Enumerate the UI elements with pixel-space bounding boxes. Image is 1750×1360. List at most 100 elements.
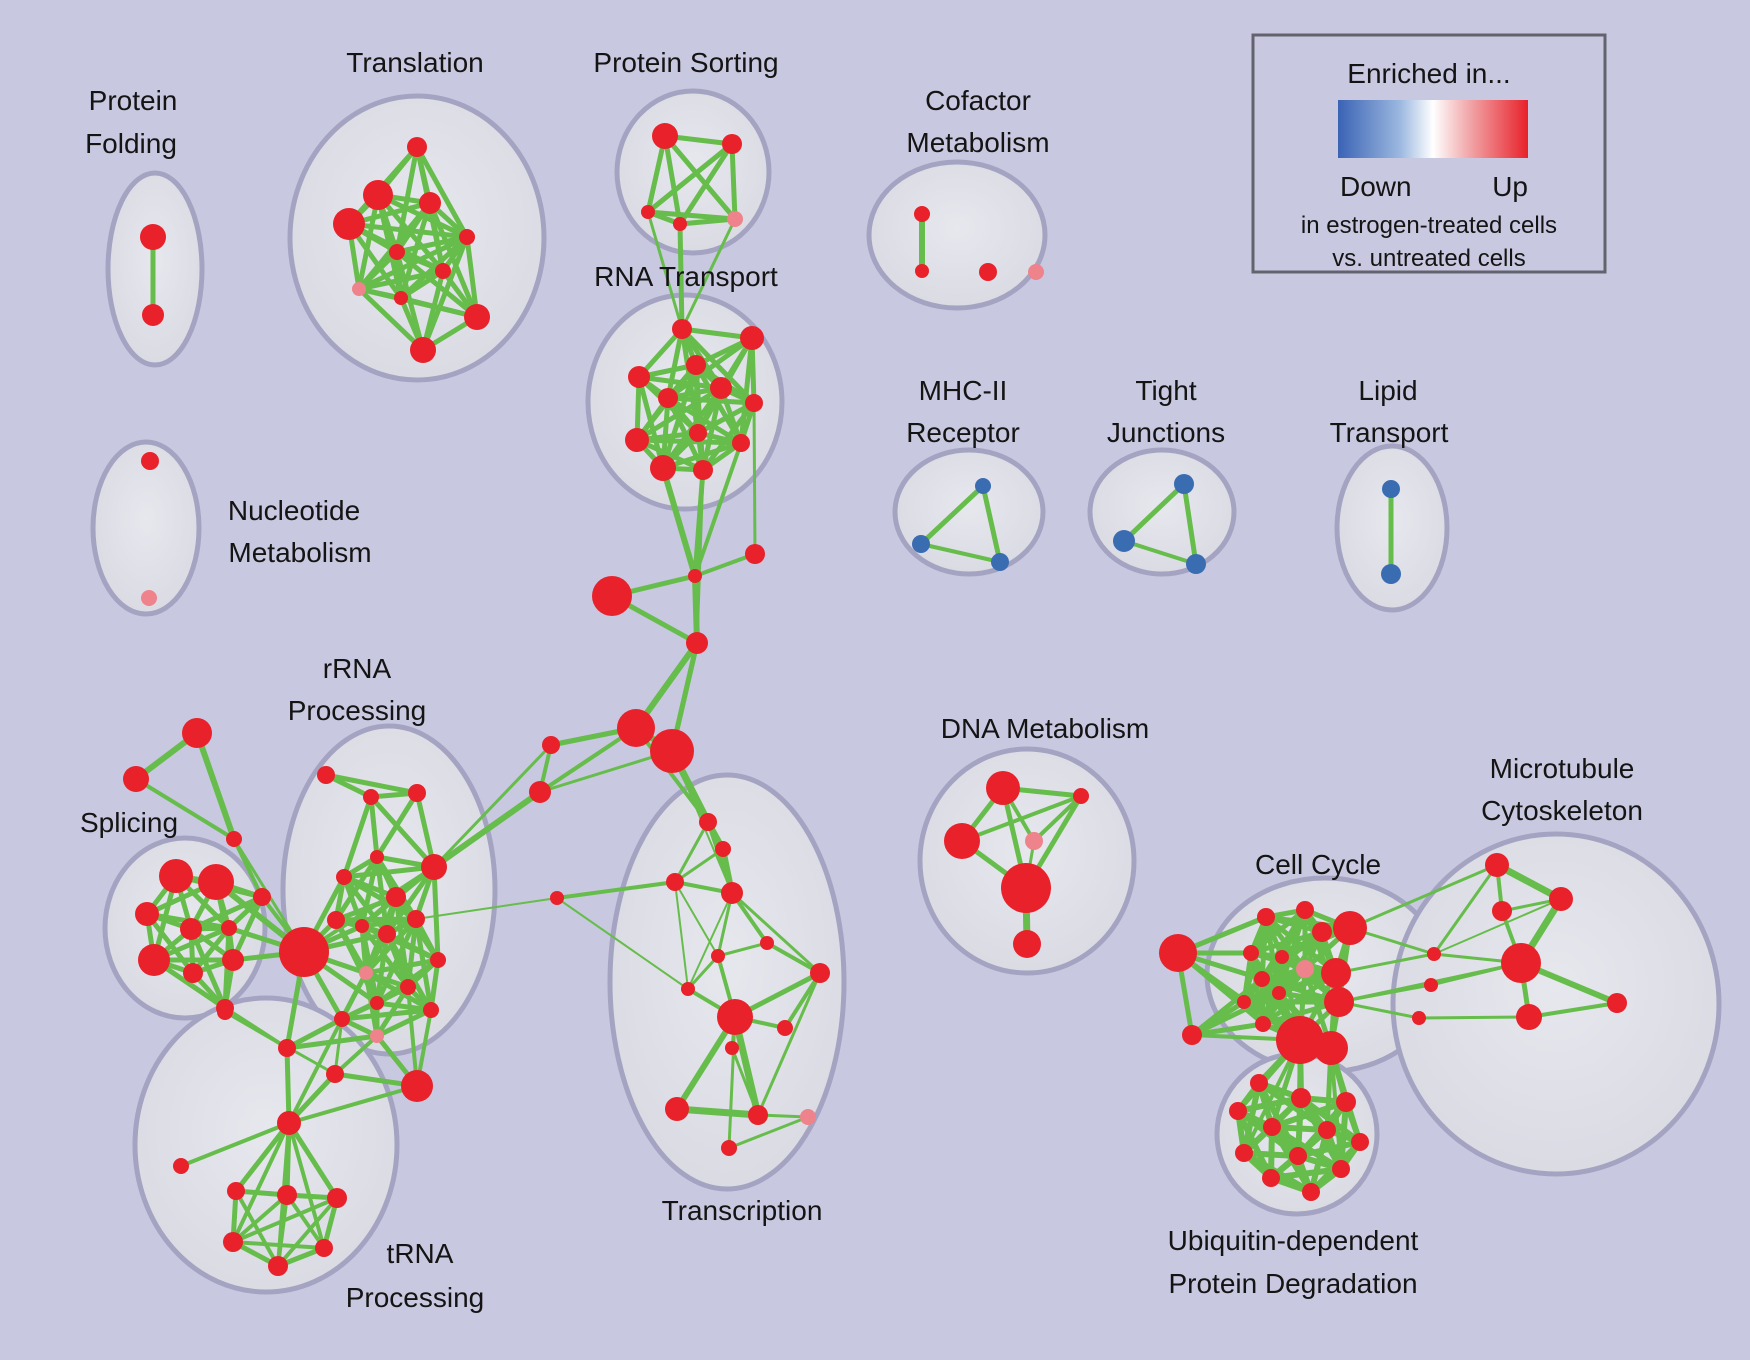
enrichment-edge bbox=[287, 1084, 419, 1125]
gene-set-node-ubiquitin bbox=[1263, 1118, 1281, 1136]
gene-set-node-microtubule bbox=[1607, 993, 1627, 1013]
enrichment-edge bbox=[398, 268, 446, 301]
gene-set-node-trna bbox=[327, 1188, 347, 1208]
enrichment-edge bbox=[960, 794, 1083, 843]
gene-set-node-transcription bbox=[715, 841, 731, 857]
gene-set-node-cellcycle bbox=[1312, 922, 1332, 942]
enrichment-edge bbox=[333, 854, 380, 923]
enrichment-edge bbox=[415, 897, 558, 920]
gene-set-node-translation bbox=[410, 337, 436, 363]
gene-set-node-rrna bbox=[370, 850, 384, 864]
gene-set-node-mhc bbox=[975, 478, 991, 494]
cluster-label: Folding bbox=[85, 128, 177, 159]
enrichment-edge bbox=[233, 1120, 292, 1194]
gene-set-node-microtubule bbox=[1412, 1011, 1426, 1025]
enrichment-edge bbox=[179, 1121, 291, 1168]
gene-set-node-transcription bbox=[717, 999, 753, 1035]
gene-set-node-transcription bbox=[748, 1105, 768, 1125]
enrichment-edge bbox=[730, 1046, 760, 1117]
gene-set-node-rrna bbox=[336, 869, 352, 885]
enrichment-edge bbox=[695, 468, 705, 645]
enrichment-edge bbox=[398, 295, 480, 320]
cluster-label: Microtubule bbox=[1490, 753, 1635, 784]
gene-set-node-translation bbox=[419, 192, 441, 214]
gene-set-node-splicing_triangle bbox=[182, 718, 212, 748]
gene-set-node-rna_transport bbox=[732, 434, 750, 452]
enrichment-edge bbox=[394, 249, 480, 320]
gene-set-node-translation bbox=[363, 180, 393, 210]
enrichment-edge bbox=[665, 326, 685, 401]
enrichment-edge bbox=[1417, 1015, 1531, 1020]
gene-set-node-splicing bbox=[183, 963, 203, 983]
enrichment-edge bbox=[414, 144, 470, 240]
gene-set-node-translation bbox=[352, 282, 366, 296]
gene-set-node-cellcycle bbox=[1276, 1016, 1324, 1064]
enrichment-edge bbox=[555, 880, 677, 900]
gene-set-node-cellcycle bbox=[1255, 1016, 1271, 1032]
enrichment-edge bbox=[230, 894, 265, 963]
gene-set-node-cellcycle bbox=[1272, 986, 1286, 1000]
gene-set-node-tight bbox=[1174, 474, 1194, 494]
enrichment-edge bbox=[1432, 863, 1499, 956]
gene-set-node-transcription bbox=[666, 873, 684, 891]
cluster-label: Cytoskeleton bbox=[1481, 795, 1643, 826]
legend: Enriched in... Down Up in estrogen-treat… bbox=[1251, 33, 1607, 274]
gene-set-node-dna bbox=[1073, 788, 1089, 804]
enrichment-edge bbox=[302, 865, 436, 954]
cluster-label: Tight bbox=[1135, 375, 1196, 406]
gene-set-node-protein_sorting bbox=[727, 211, 743, 227]
gene-set-node-rrna bbox=[430, 952, 446, 968]
enrichment-edge bbox=[341, 864, 437, 880]
enrichment-edge bbox=[700, 400, 757, 473]
enrichment-edge bbox=[1241, 1150, 1301, 1159]
enrichment-edge bbox=[276, 1193, 289, 1268]
gene-set-node-translation bbox=[389, 244, 405, 260]
enrichment-edge bbox=[134, 777, 236, 841]
enrichment-edge bbox=[359, 916, 419, 929]
gene-set-node-hub_chain bbox=[529, 781, 551, 803]
gene-set-node-nucleotide bbox=[141, 452, 159, 470]
gene-set-node-rrna bbox=[279, 927, 329, 977]
gene-set-node-hub_chain bbox=[617, 709, 655, 747]
gene-set-node-tight bbox=[1186, 554, 1206, 574]
enrichment-edge bbox=[341, 794, 374, 880]
gene-set-node-ubiquitin bbox=[1229, 1102, 1247, 1120]
gene-set-node-rrna bbox=[386, 887, 406, 907]
enrichment-edge bbox=[1334, 952, 1436, 975]
gene-set-node-translation bbox=[407, 137, 427, 157]
enrichment-edge bbox=[686, 954, 720, 991]
cluster-label: Processing bbox=[288, 695, 427, 726]
gene-set-node-rna_transport bbox=[740, 326, 764, 350]
enrichment-edge bbox=[673, 820, 710, 884]
enrichment-edge bbox=[756, 971, 822, 1117]
gene-set-node-ubiquitin bbox=[1332, 1160, 1350, 1178]
enrichment-edge bbox=[1295, 1139, 1363, 1159]
gene-set-node-splicing bbox=[138, 944, 170, 976]
gene-set-node-trna bbox=[401, 1070, 433, 1102]
enrichment-edge bbox=[1189, 1021, 1266, 1038]
gene-set-node-transcription bbox=[800, 1109, 816, 1125]
gene-set-node-trna bbox=[326, 1065, 344, 1083]
gene-set-node-trna bbox=[315, 1239, 333, 1257]
gene-set-node-tight bbox=[1113, 530, 1135, 552]
gene-set-node-splicing bbox=[180, 918, 202, 940]
gene-set-node-microtubule bbox=[1501, 943, 1541, 983]
gene-set-node-rrna bbox=[355, 919, 369, 933]
gene-set-node-translation bbox=[464, 304, 490, 330]
gene-set-node-splicing_triangle bbox=[123, 766, 149, 792]
cluster-label: Junctions bbox=[1107, 417, 1225, 448]
cluster-ellipse-mhc-ii-receptor bbox=[892, 447, 1046, 577]
gene-set-node-ubiquitin bbox=[1318, 1121, 1336, 1139]
enrichment-edge bbox=[1248, 907, 1308, 956]
gene-set-node-rna_transport bbox=[745, 394, 763, 412]
gene-set-node-rna_transport bbox=[625, 428, 649, 452]
gene-set-node-splicing bbox=[198, 864, 234, 900]
gene-set-node-cellcycle bbox=[1275, 950, 1289, 964]
gene-set-node-rrna bbox=[400, 979, 416, 995]
cluster-label: Ubiquitin-dependent bbox=[1168, 1225, 1419, 1256]
legend-gradient-bar bbox=[1338, 100, 1528, 158]
enrichment-edge bbox=[231, 1196, 339, 1244]
enrichment-edge bbox=[1348, 863, 1499, 930]
gene-set-node-hub_chain bbox=[542, 736, 560, 754]
